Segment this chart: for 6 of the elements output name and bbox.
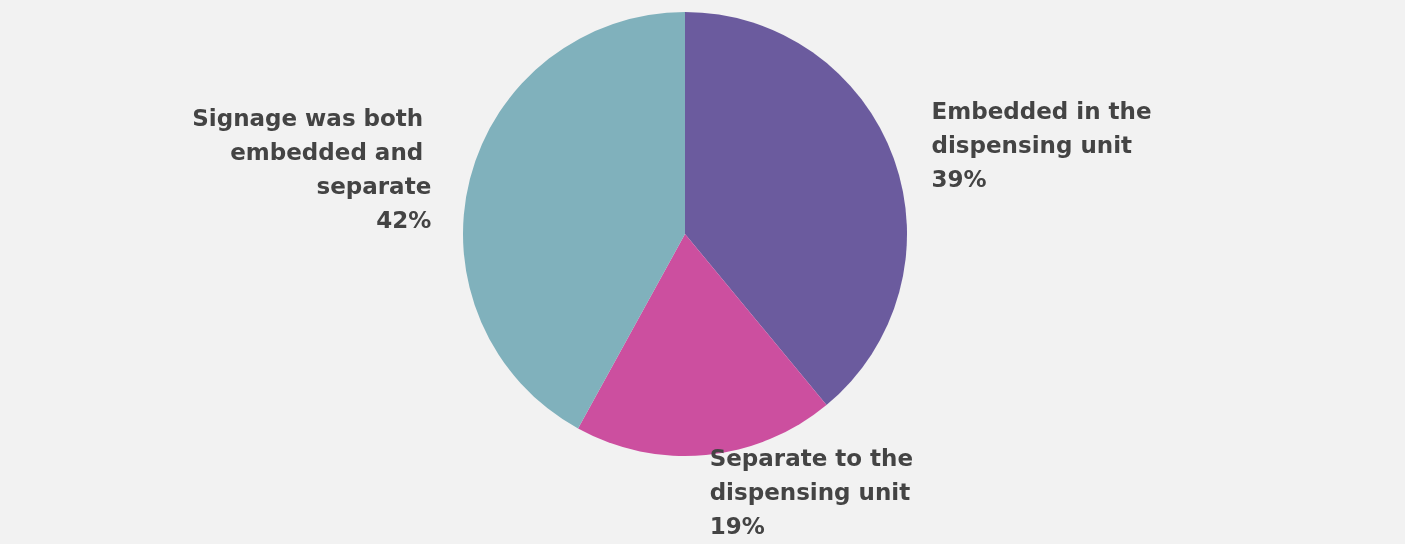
slice-label: Separate to the dispensing unit (709, 445, 922, 505)
data-label: 39% (931, 166, 987, 193)
slice-label: Signage was both embedded and separate (192, 104, 432, 199)
slice-label: Embedded in the dispensing unit (931, 98, 1160, 159)
data-label: 42% (376, 206, 432, 233)
data-label: 19% (709, 513, 765, 539)
